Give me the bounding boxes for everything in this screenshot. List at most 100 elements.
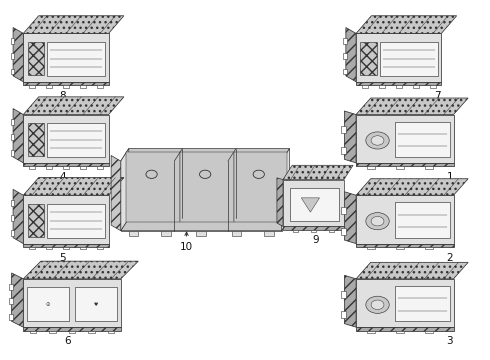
Polygon shape [342, 228, 346, 235]
Bar [311, 230, 316, 232]
Polygon shape [342, 147, 346, 154]
Polygon shape [24, 244, 109, 247]
Bar [29, 247, 35, 249]
Polygon shape [24, 327, 121, 331]
Polygon shape [11, 215, 14, 221]
Bar [27, 42, 44, 75]
Polygon shape [24, 261, 138, 279]
Polygon shape [121, 218, 290, 231]
Bar [46, 166, 52, 169]
Bar [47, 42, 105, 76]
Bar [396, 247, 404, 249]
Bar [395, 122, 450, 157]
Text: 3: 3 [446, 336, 453, 346]
Bar [425, 166, 433, 169]
Text: 1: 1 [446, 172, 453, 182]
Polygon shape [343, 38, 347, 44]
Text: 4: 4 [59, 172, 66, 182]
Polygon shape [356, 98, 468, 114]
Polygon shape [343, 53, 347, 59]
Polygon shape [24, 279, 121, 327]
Polygon shape [24, 195, 109, 244]
Polygon shape [344, 192, 356, 244]
Bar [290, 188, 339, 221]
Polygon shape [11, 134, 14, 140]
Polygon shape [342, 291, 346, 298]
Text: ☮: ☮ [46, 302, 50, 307]
Circle shape [366, 132, 389, 149]
Polygon shape [11, 150, 14, 156]
Bar [80, 85, 86, 87]
Bar [413, 85, 419, 87]
Text: 7: 7 [434, 91, 441, 101]
Circle shape [371, 136, 384, 145]
Bar [362, 85, 368, 87]
Polygon shape [356, 16, 457, 33]
Polygon shape [356, 262, 468, 279]
Bar [430, 85, 436, 87]
Bar [49, 331, 56, 333]
Polygon shape [356, 195, 454, 244]
Polygon shape [11, 119, 14, 125]
Circle shape [371, 216, 384, 226]
Bar [380, 42, 438, 76]
Bar [47, 203, 105, 238]
Text: 5: 5 [59, 252, 66, 262]
Bar [264, 231, 273, 236]
Polygon shape [121, 149, 290, 161]
Bar [63, 85, 69, 87]
Polygon shape [24, 16, 124, 33]
Bar [396, 331, 404, 333]
Bar [75, 287, 117, 321]
Bar [46, 247, 52, 249]
Polygon shape [13, 109, 24, 163]
Bar [29, 166, 35, 169]
Bar [395, 286, 450, 321]
Bar [97, 247, 103, 249]
Polygon shape [356, 163, 454, 166]
Polygon shape [342, 311, 346, 318]
Bar [196, 231, 206, 236]
Polygon shape [356, 279, 454, 327]
Polygon shape [126, 152, 180, 222]
Bar [367, 247, 374, 249]
Polygon shape [121, 149, 129, 231]
Bar [29, 85, 35, 87]
Bar [46, 85, 52, 87]
Bar [367, 331, 374, 333]
Polygon shape [121, 161, 282, 231]
Polygon shape [24, 163, 109, 166]
Polygon shape [283, 180, 344, 226]
Bar [293, 230, 297, 232]
Polygon shape [9, 314, 13, 320]
Polygon shape [301, 198, 319, 212]
Bar [27, 287, 69, 321]
Bar [63, 247, 69, 249]
Bar [88, 331, 95, 333]
Polygon shape [24, 33, 109, 82]
Bar [80, 166, 86, 169]
Polygon shape [277, 178, 283, 226]
Text: 2: 2 [446, 252, 453, 262]
Polygon shape [111, 156, 121, 231]
Bar [395, 202, 450, 238]
Polygon shape [356, 82, 441, 85]
Bar [396, 85, 402, 87]
Polygon shape [234, 152, 287, 222]
Bar [108, 331, 115, 333]
Bar [367, 166, 374, 169]
Polygon shape [343, 69, 347, 75]
Polygon shape [356, 327, 454, 331]
Bar [425, 331, 433, 333]
Bar [329, 230, 334, 232]
Bar [47, 123, 105, 157]
Bar [360, 42, 376, 75]
Text: 9: 9 [312, 235, 319, 246]
Polygon shape [342, 126, 346, 134]
Polygon shape [356, 179, 468, 195]
Polygon shape [344, 275, 356, 327]
Polygon shape [13, 189, 24, 244]
Bar [30, 331, 36, 333]
Polygon shape [11, 53, 14, 59]
Polygon shape [344, 111, 356, 163]
